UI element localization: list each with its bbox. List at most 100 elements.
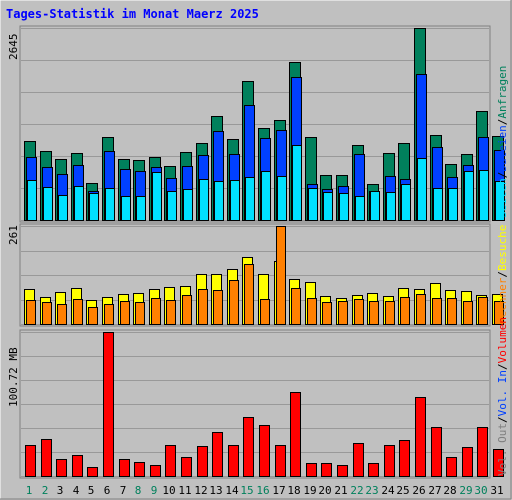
bar-volumen-day-20 [321, 463, 332, 477]
bar-volumen-day-21 [337, 465, 348, 477]
day-label-12: 12 [194, 484, 207, 497]
bar-rechner-day-11 [182, 295, 192, 325]
day-label-10: 10 [162, 484, 175, 497]
day-label-29: 29 [459, 484, 472, 497]
legend-dateien: Dateien [496, 125, 509, 171]
bar-seiten-day-10 [167, 191, 177, 221]
bar-seiten-day-28 [448, 188, 458, 221]
bar-seiten-day-23 [370, 191, 380, 221]
bar-seiten-day-2 [43, 187, 53, 221]
bar-seiten-day-3 [58, 195, 68, 221]
legend-sep: / [496, 271, 509, 278]
bar-volumen-day-17 [275, 445, 286, 477]
bar-volumen-day-10 [165, 445, 176, 477]
legend-anfragen: Anfragen [496, 66, 509, 119]
day-label-25: 25 [396, 484, 409, 497]
bar-volumen-day-13 [212, 432, 223, 477]
day-label-9: 9 [151, 484, 158, 497]
bar-volumen-day-4 [72, 455, 83, 477]
legend-sep: / [496, 363, 509, 370]
legend-sep: / [496, 172, 509, 179]
bar-volumen-day-29 [462, 447, 473, 477]
bar-seiten-day-30 [479, 170, 489, 221]
day-label-20: 20 [318, 484, 331, 497]
bar-volumen-day-2 [41, 439, 52, 477]
bar-rechner-day-8 [135, 302, 145, 325]
bar-volumen-day-3 [56, 459, 67, 477]
bar-seiten-day-6 [105, 188, 115, 221]
legend-top: Seiten/Dateien/Anfragen [496, 66, 509, 218]
legend-volumen: Volumen [496, 317, 509, 363]
bar-seiten-day-14 [230, 180, 240, 221]
day-label-4: 4 [73, 484, 80, 497]
day-label-27: 27 [428, 484, 441, 497]
bar-seiten-day-4 [74, 186, 84, 221]
legend-volout: Vol. Out [496, 423, 509, 476]
day-label-3: 3 [57, 484, 64, 497]
bar-rechner-day-18 [291, 288, 301, 325]
bar-rechner-day-9 [151, 298, 161, 325]
bar-volumen-day-6 [103, 332, 114, 477]
bar-volumen-day-8 [134, 462, 145, 477]
day-label-23: 23 [365, 484, 378, 497]
bar-rechner-day-22 [354, 299, 364, 325]
day-label-19: 19 [303, 484, 316, 497]
bar-rechner-day-21 [338, 301, 348, 325]
bar-volumen-day-9 [150, 465, 161, 477]
bar-volumen-day-23 [368, 463, 379, 477]
bar-seiten-day-20 [323, 192, 333, 221]
legend-volin: Vol. In [496, 370, 509, 416]
bar-volumen-day-15 [243, 417, 254, 477]
bar-rechner-day-5 [88, 307, 98, 325]
bar-seiten-day-5 [89, 193, 99, 221]
bar-rechner-day-15 [244, 264, 254, 325]
day-label-15: 15 [240, 484, 253, 497]
bar-seiten-day-31 [495, 181, 505, 221]
y-max-label-top: 2645 [7, 34, 20, 61]
legend-seiten: Seiten [496, 178, 509, 218]
bar-volumen-day-18 [290, 392, 301, 477]
bar-volumen-day-31 [493, 449, 504, 477]
day-label-26: 26 [412, 484, 425, 497]
bar-rechner-day-14 [229, 280, 239, 325]
bar-rechner-day-25 [400, 297, 410, 325]
bar-rechner-day-30 [478, 297, 488, 325]
bar-seiten-day-18 [292, 145, 302, 221]
chart-title: Tages-Statistik im Monat Maerz 2025 [6, 7, 259, 21]
bar-rechner-day-19 [307, 298, 317, 325]
bar-rechner-day-2 [42, 302, 52, 325]
day-label-28: 28 [443, 484, 456, 497]
bar-seiten-day-19 [308, 188, 318, 221]
legend-bottom: Vol. Out/Vol. In/Volumen [496, 317, 509, 476]
bar-rechner-day-13 [213, 290, 223, 325]
bar-rechner-day-17 [276, 226, 286, 325]
bar-seiten-day-15 [245, 177, 255, 221]
bar-volumen-day-12 [197, 446, 208, 477]
day-label-2: 2 [42, 484, 49, 497]
bar-seiten-day-25 [401, 184, 411, 221]
bar-volumen-day-26 [415, 397, 426, 477]
legend-middle: Rechner/Besuche [496, 225, 509, 324]
bar-rechner-day-26 [416, 294, 426, 325]
bar-seiten-day-22 [355, 196, 365, 221]
bar-seiten-day-9 [152, 172, 162, 221]
bar-rechner-day-6 [104, 304, 114, 325]
bar-seiten-day-27 [433, 188, 443, 221]
legend-sep: / [496, 416, 509, 423]
bar-seiten-day-17 [277, 176, 287, 221]
bar-seiten-day-8 [136, 196, 146, 221]
day-label-21: 21 [334, 484, 347, 497]
bar-rechner-day-29 [463, 301, 473, 325]
bar-volumen-day-16 [259, 425, 270, 477]
bar-volumen-day-5 [87, 467, 98, 477]
bar-seiten-day-7 [121, 196, 131, 221]
bar-seiten-day-24 [386, 192, 396, 221]
day-label-8: 8 [135, 484, 142, 497]
bar-rechner-day-10 [166, 300, 176, 325]
bar-seiten-day-12 [199, 179, 209, 221]
bar-volumen-day-14 [228, 445, 239, 477]
bar-volumen-day-30 [477, 427, 488, 477]
y-max-label-middle: 261 [7, 225, 20, 245]
bar-seiten-day-11 [183, 189, 193, 221]
